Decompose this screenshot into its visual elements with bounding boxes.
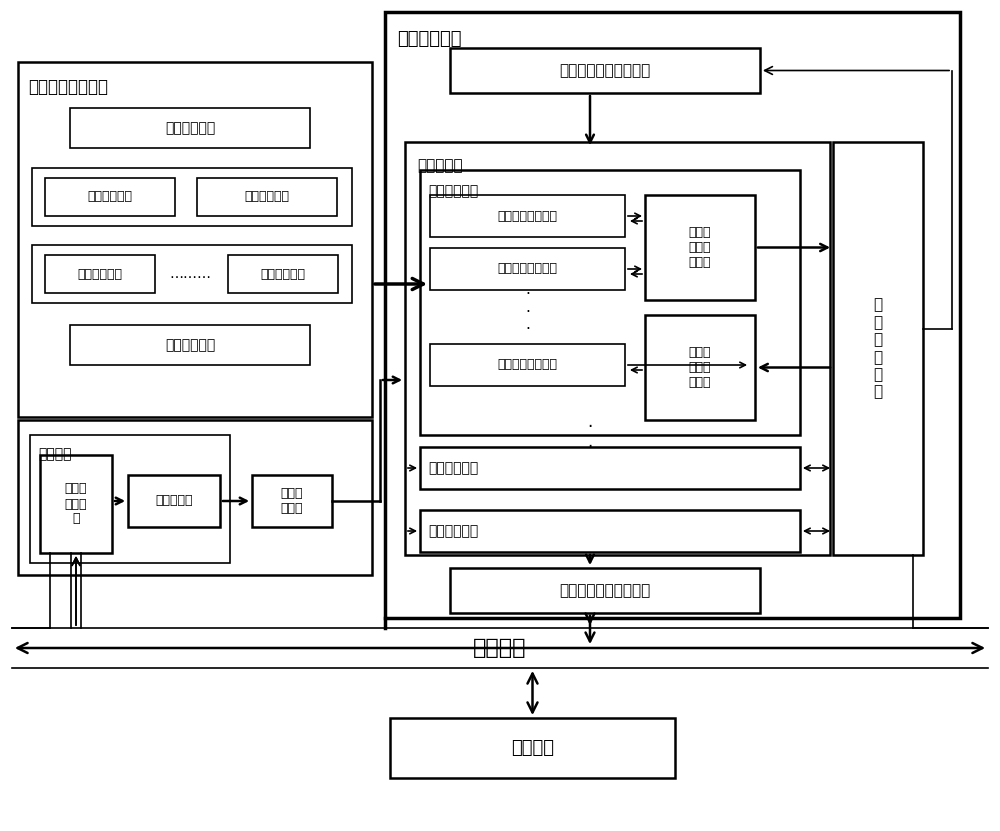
Bar xyxy=(430,344,625,386)
Text: 算术逻辑单元: 算术逻辑单元 xyxy=(260,268,306,281)
Text: 数据输出单元: 数据输出单元 xyxy=(165,338,215,352)
Text: 数据载入单元: 数据载入单元 xyxy=(165,121,215,135)
Text: 可重构阵列运算行: 可重构阵列运算行 xyxy=(28,78,108,96)
Text: 可重构阵列运算行: 可重构阵列运算行 xyxy=(498,209,558,223)
Text: 可重构阵列块: 可重构阵列块 xyxy=(428,524,478,538)
Text: 配置存储器: 配置存储器 xyxy=(155,494,193,508)
Bar xyxy=(18,420,372,575)
Text: 可重构阵列运算行: 可重构阵列运算行 xyxy=(498,263,558,276)
Bar xyxy=(197,178,337,216)
Bar xyxy=(645,315,755,420)
Bar xyxy=(385,12,960,618)
Bar xyxy=(70,108,310,148)
Text: 配置解
析模块: 配置解 析模块 xyxy=(281,487,303,515)
Bar xyxy=(430,248,625,290)
Bar xyxy=(450,48,760,93)
Text: 比特置换网络: 比特置换网络 xyxy=(244,190,290,204)
Bar xyxy=(30,435,230,563)
Bar xyxy=(32,168,352,226)
Bar xyxy=(252,475,332,527)
Bar xyxy=(645,195,755,300)
Text: 微处理器: 微处理器 xyxy=(511,739,554,757)
Text: 配置与
控制接
口: 配置与 控制接 口 xyxy=(65,483,87,525)
Text: 通
用
寄
存
器
堆: 通 用 寄 存 器 堆 xyxy=(873,297,883,400)
Bar xyxy=(45,178,175,216)
Text: 读端口
运算行
选择器: 读端口 运算行 选择器 xyxy=(689,346,711,389)
Bar xyxy=(420,170,800,435)
Bar xyxy=(420,510,800,552)
Bar xyxy=(70,325,310,365)
Bar xyxy=(45,255,155,293)
Bar xyxy=(390,718,675,778)
Bar xyxy=(405,142,830,555)
Text: 输入先进先出寄存器组: 输入先进先出寄存器组 xyxy=(559,63,651,78)
Bar xyxy=(32,245,352,303)
Bar xyxy=(833,142,923,555)
Bar xyxy=(128,475,220,527)
Text: 可重构阵列块: 可重构阵列块 xyxy=(428,184,478,198)
Text: 系统总线: 系统总线 xyxy=(473,638,527,658)
Text: 可重构阵列块: 可重构阵列块 xyxy=(428,461,478,475)
Text: 输出先进先出寄存器组: 输出先进先出寄存器组 xyxy=(559,583,651,598)
Text: 配置单元: 配置单元 xyxy=(38,447,72,461)
Text: 可重构阵列运算行: 可重构阵列运算行 xyxy=(498,358,558,371)
Text: 可重构阵列: 可重构阵列 xyxy=(417,158,463,173)
Text: ·
·: · · xyxy=(587,418,593,456)
Text: 可重构处理器: 可重构处理器 xyxy=(397,30,462,48)
Text: ………: ……… xyxy=(169,267,211,281)
Text: 算术逻辑单元: 算术逻辑单元 xyxy=(78,268,122,281)
Text: 字节置换网络: 字节置换网络 xyxy=(88,190,132,204)
Text: ·
·
·: · · · xyxy=(525,287,530,337)
Bar xyxy=(450,568,760,613)
Bar xyxy=(420,447,800,489)
Bar xyxy=(228,255,338,293)
Bar xyxy=(40,455,112,553)
Bar xyxy=(18,62,372,417)
Bar xyxy=(430,195,625,237)
Text: 写端口
运算行
选择器: 写端口 运算行 选择器 xyxy=(689,226,711,269)
